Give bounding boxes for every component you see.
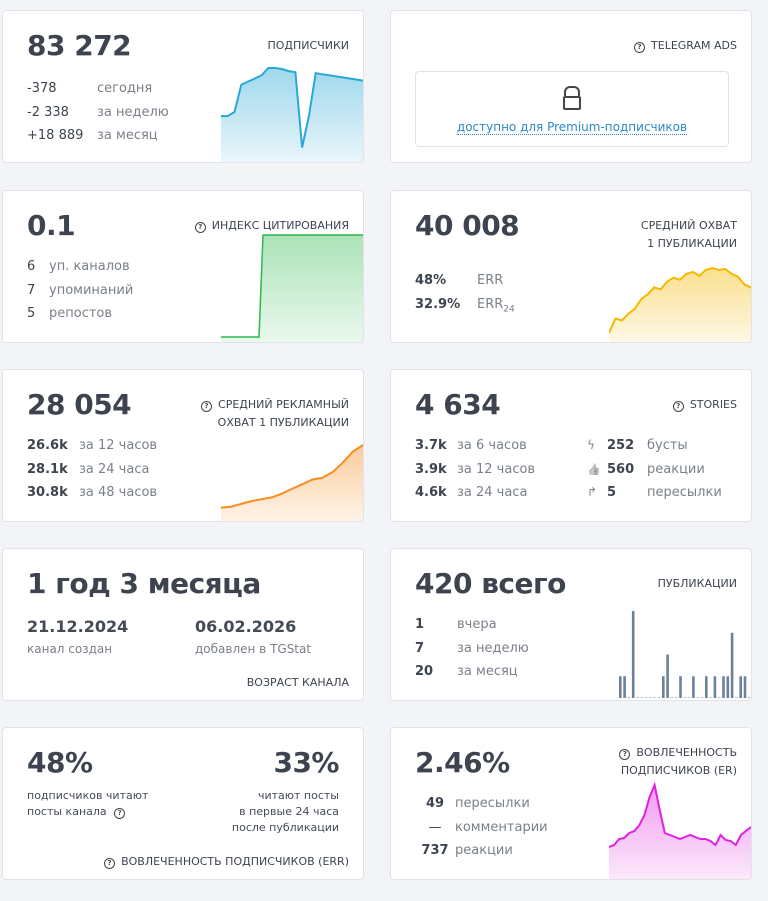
subscribers-line [221,67,363,148]
subscribers-chart [221,67,363,162]
posts-bar [636,697,639,698]
posts-bar [657,697,661,698]
posts-bar [696,697,699,698]
posts-bar [674,697,678,698]
created-date: 21.12.2024 [27,617,129,636]
subscribers-area [221,68,363,162]
posts-value: 420 всего [415,567,566,600]
telegram-ads-card: ? TELEGRAM ADS доступно для Premium-подпи… [390,10,752,163]
share-arrow-icon: ↱ [587,485,598,499]
citation-card[interactable]: 0.1 ? ИНДЕКС ЦИТИРОВАНИЯ 6 уп. каналов 7 уп… [2,190,364,343]
bolt-icon: ϟ [587,438,595,452]
err-left-value: 48% [27,746,93,779]
help-icon[interactable]: ? [619,749,631,760]
adreach-area [221,445,363,521]
citation-chart [221,234,363,342]
posts-bar [644,697,648,698]
channel-age-card[interactable]: 1 год 3 месяца 21.12.2024 канал создан 06… [2,548,364,701]
delta-week: -2 338 [27,104,69,120]
posts-bar [666,654,669,698]
posts-bar [623,676,626,698]
premium-lock-box: доступно для Premium-подписчиков [415,71,729,147]
citation-value: 0.1 [27,209,76,242]
posts-bar [679,676,682,698]
posts-bar [739,676,742,698]
help-icon[interactable]: ? [104,858,116,869]
posts-bar [653,697,656,698]
subscribers-title: ПОДПИСЧИКИ [267,39,349,52]
er-line [609,781,751,848]
thumbs-up-icon: 👍 [587,462,601,476]
stories-value: 4 634 [415,388,501,421]
reach-value: 40 008 [415,209,520,242]
posts-bar [722,676,725,698]
reach-area [609,268,751,342]
posts-bar [687,697,691,698]
subscribers-card[interactable]: 83 272 ПОДПИСЧИКИ -378 сегодня -2 338 за н… [2,10,364,163]
err-card[interactable]: 48% подписчиков читают посты канала ? 33%… [2,727,364,880]
reach-chart [609,266,751,342]
posts-bar [640,697,644,698]
ad-reach-chart [221,444,363,521]
posts-bar [619,676,622,698]
help-icon[interactable]: ? [672,401,684,412]
ad-reach-card[interactable]: 28 054 ? СРЕДНИЙ РЕКЛАМНЫЙ ОХВАТ 1 ПУБЛИКА… [2,369,364,522]
subscribers-rows: -378 сегодня -2 338 за неделю +18 889 за ме… [27,77,169,148]
posts-title: ПУБЛИКАЦИИ [657,577,737,590]
channel-age-value: 1 год 3 месяца [27,567,261,600]
added-date: 06.02.2026 [195,617,297,636]
er-card[interactable]: 2.46% ? ВОВЛЕЧЕННОСТЬ ПОДПИСЧИКОВ (ER) 49 п… [390,727,752,880]
posts-bar [709,697,712,698]
posts-bar [670,697,674,698]
delta-month: +18 889 [27,128,84,143]
lock-icon [564,86,580,96]
posts-bar [700,697,704,698]
posts-bar [692,676,695,698]
adreach-line [221,444,363,509]
er-chart [609,781,751,879]
ad-reach-value: 28 054 [27,388,132,421]
posts-card[interactable]: 420 всего ПУБЛИКАЦИИ 1 вчера 7 за неделю 2… [390,548,752,701]
delta-today: -378 [27,81,57,96]
posts-bar [631,611,635,698]
posts-bar [730,632,734,698]
premium-link[interactable]: доступно для Premium-подписчиков [456,120,688,135]
posts-bar [683,697,687,698]
posts-bar [717,697,721,698]
err-right-value: 33% [273,746,339,779]
ads-title: TELEGRAM ADS [651,39,737,52]
er-value: 2.46% [415,746,510,779]
help-icon[interactable]: ? [194,222,206,233]
posts-bar [743,676,747,698]
reach-card[interactable]: 40 008 СРЕДНИЙ ОХВАТ 1 ПУБЛИКАЦИИ 48% ERR … [390,190,752,343]
posts-bar [649,697,652,698]
posts-bar [662,676,665,698]
posts-bar [705,676,708,698]
posts-bar [726,676,730,698]
posts-bar [627,697,631,698]
reach-line [609,266,751,334]
posts-bar [735,697,738,698]
posts-bar [713,676,717,698]
subscribers-count: 83 272 [27,29,132,62]
channel-age-title: ВОЗРАСТ КАНАЛА [246,676,349,689]
posts-chart [619,611,751,698]
help-icon[interactable]: ? [201,401,213,412]
citation-title: ИНДЕКС ЦИТИРОВАНИЯ [211,219,349,232]
stories-card[interactable]: 4 634 ? STORIES 3.7k за 6 часов 3.9k за 12 … [390,369,752,522]
help-icon[interactable]: ? [114,808,126,819]
posts-bar [748,697,751,698]
er-area [609,785,751,879]
help-icon[interactable]: ? [634,42,646,53]
